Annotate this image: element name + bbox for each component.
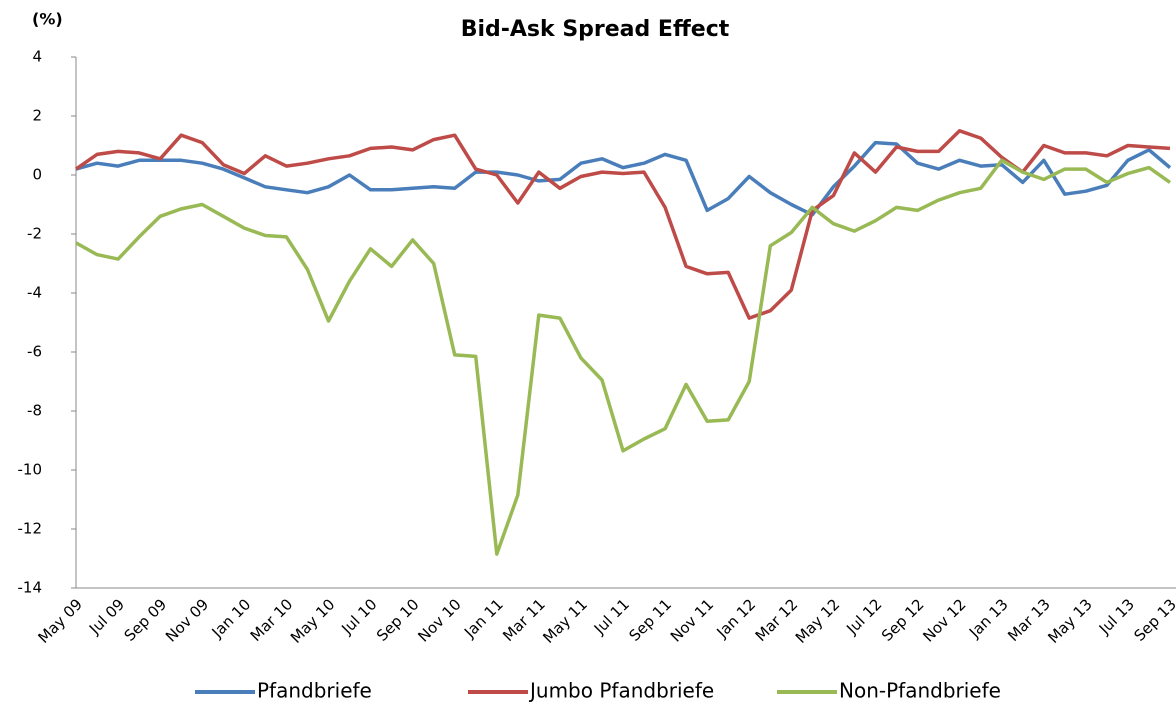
x-tick-label: Nov 10 xyxy=(414,595,464,645)
chart-title: Bid-Ask Spread Effect xyxy=(461,17,730,42)
series-line xyxy=(74,129,1171,320)
x-tick-label: Jan 13 xyxy=(965,595,1012,642)
x-tick-label: Jan 12 xyxy=(713,595,760,642)
x-tick-label: May 11 xyxy=(539,595,591,647)
y-tick-label: -10 xyxy=(18,461,43,479)
y-tick-label: -4 xyxy=(27,284,42,302)
series-line xyxy=(75,140,1172,217)
x-tick-label: Sep 11 xyxy=(625,595,675,645)
x-tick-label: May 09 xyxy=(34,595,86,647)
x-tick-label: Jan 11 xyxy=(460,595,507,642)
legend-label: Non-Pfandbriefe xyxy=(839,679,1001,703)
x-tick-label: May 13 xyxy=(1044,595,1096,647)
x-tick-label: May 12 xyxy=(792,595,844,647)
legend-label: Pfandbriefe xyxy=(257,679,372,703)
x-tick-label: Nov 09 xyxy=(162,595,212,645)
y-tick-label: -2 xyxy=(27,225,42,243)
series-line xyxy=(75,158,1172,556)
y-tick-label: 0 xyxy=(32,166,42,184)
y-tick-label: -12 xyxy=(18,520,43,538)
x-tick-label: Sep 13 xyxy=(1130,595,1176,645)
y-tick-label: 2 xyxy=(32,107,42,125)
x-tick-label: Jan 10 xyxy=(208,595,255,642)
y-axis-label: (%) xyxy=(32,10,63,29)
x-tick-label: Nov 12 xyxy=(919,595,969,645)
x-tick-label: May 10 xyxy=(287,595,339,647)
y-tick-label: -14 xyxy=(18,579,43,597)
x-tick-label: Sep 09 xyxy=(121,595,171,645)
y-tick-label: -8 xyxy=(27,402,42,420)
legend-label: Jumbo Pfandbriefe xyxy=(528,679,714,703)
x-tick-label: Sep 12 xyxy=(878,595,928,645)
y-tick-label: 4 xyxy=(32,48,42,66)
y-tick-label: -6 xyxy=(27,343,42,361)
x-tick-label: Nov 11 xyxy=(667,595,717,645)
x-tick-label: Sep 10 xyxy=(373,595,423,645)
